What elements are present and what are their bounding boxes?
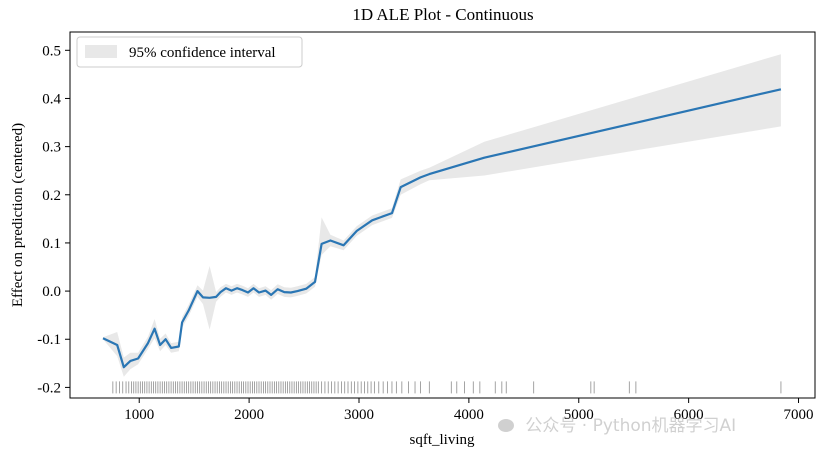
legend: 95% confidence interval: [76, 36, 303, 68]
legend-label: 95% confidence interval: [129, 45, 276, 61]
legend-swatch: [85, 45, 117, 58]
y-tick-label: -0.1: [37, 332, 61, 348]
x-tick-label: 7000: [784, 407, 814, 423]
watermark: 公众号 · Python机器学习AI: [498, 411, 736, 436]
y-tick-label: 0.2: [42, 188, 61, 204]
y-tick-label: 0.5: [42, 43, 61, 59]
x-tick-label: 4000: [454, 407, 484, 423]
x-axis-ticks: 1000 2000 3000 4000 5000 6000 7000: [124, 398, 814, 423]
confidence-band: [103, 54, 781, 377]
x-tick-label: 5000: [564, 407, 594, 423]
legend-box: [76, 36, 303, 68]
x-tick-label: 2000: [234, 407, 264, 423]
watermark-text: 公众号 · Python机器学习AI: [525, 416, 737, 436]
y-axis-ticks: -0.2 -0.1 0.0 0.1 0.2 0.3 0.4 0.5: [37, 43, 70, 396]
y-axis-label: Effect on prediction (centered): [10, 123, 26, 307]
plot-area: [102, 54, 782, 394]
x-tick-label: 3000: [344, 407, 374, 423]
wechat-icon: [498, 419, 514, 432]
x-tick-label: 1000: [124, 407, 154, 423]
y-tick-label: 0.1: [42, 236, 61, 252]
y-tick-label: -0.2: [37, 380, 61, 396]
x-tick-label: 6000: [674, 407, 704, 423]
chart-title: 1D ALE Plot - Continuous: [352, 5, 533, 24]
ale-line: [102, 88, 782, 369]
y-tick-label: 0.3: [42, 140, 61, 156]
x-axis-label: sqft_living: [409, 432, 475, 448]
rug-marks: [112, 381, 782, 394]
y-tick-label: 0.0: [42, 284, 61, 300]
y-tick-label: 0.4: [42, 91, 61, 107]
axes-frame: [69, 31, 816, 399]
